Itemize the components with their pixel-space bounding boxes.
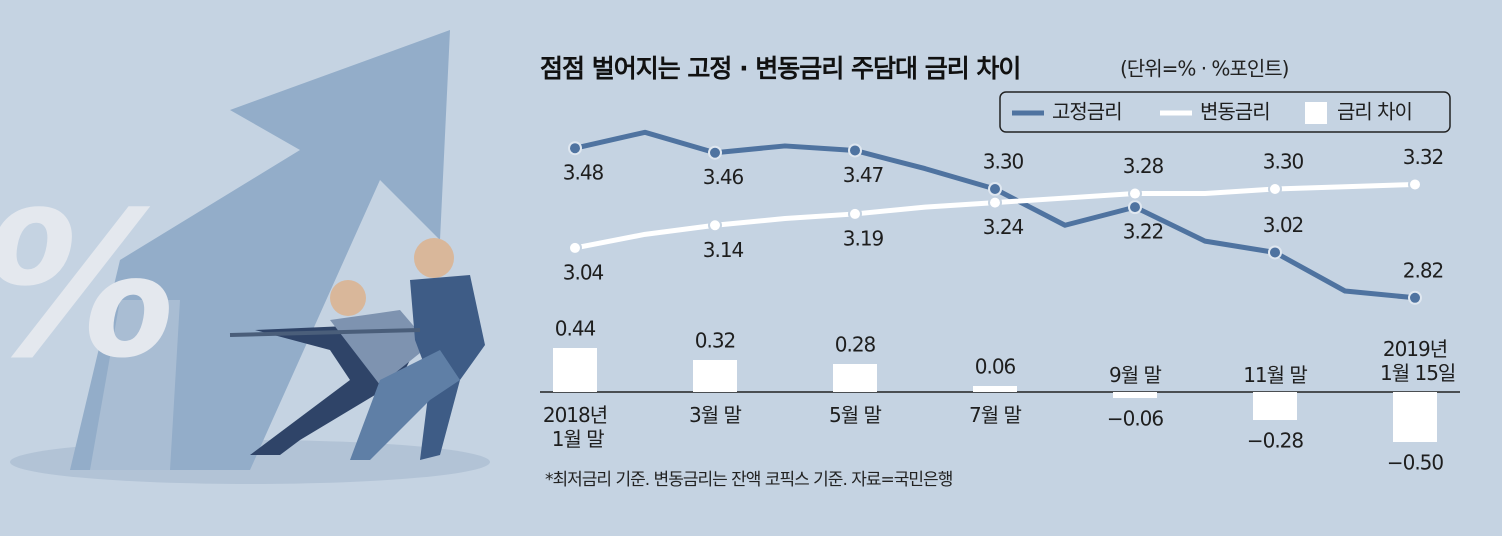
point <box>708 145 722 160</box>
x-tick-label: 2018년 1월 말 <box>543 403 607 451</box>
bar <box>1393 392 1437 442</box>
point-label: 3.30 <box>983 150 1024 174</box>
x-tick-label: 7월 말 <box>969 403 1021 427</box>
bar-label: −0.28 <box>1247 429 1304 453</box>
point-label: 3.47 <box>843 163 884 187</box>
point <box>1408 177 1422 192</box>
point-label: 3.48 <box>563 161 604 185</box>
point-label: 2.82 <box>1403 258 1444 282</box>
point <box>988 195 1002 210</box>
bar-label: −0.06 <box>1107 407 1164 431</box>
x-tick-label: 5월 말 <box>829 403 881 427</box>
point-label: 3.30 <box>1263 150 1304 174</box>
bar-label: −0.50 <box>1387 451 1444 475</box>
illustration: % <box>0 30 490 484</box>
bar-label: 0.44 <box>555 317 596 341</box>
point-label: 3.22 <box>1123 220 1164 244</box>
point-label: 3.32 <box>1403 145 1444 169</box>
point <box>708 218 722 233</box>
bar-label: 0.28 <box>835 333 876 357</box>
x-tick-label: 2019년 1월 15일 <box>1375 337 1456 385</box>
legend-label: 고정금리 <box>1052 100 1122 124</box>
x-tick-label: 9월 말 <box>1109 363 1161 387</box>
point <box>848 206 862 221</box>
point-label: 3.24 <box>983 215 1024 239</box>
footnote: *최저금리 기준. 변동금리는 잔액 코픽스 기준. 자료=국민은행 <box>545 470 952 490</box>
point <box>568 141 582 156</box>
legend-swatch <box>1305 102 1327 124</box>
legend-box <box>999 91 1451 133</box>
bar <box>833 364 877 392</box>
point <box>1128 186 1142 201</box>
bar-label: 0.32 <box>695 329 736 353</box>
chart-title: 점점 벌어지는 고정 · 변동금리 주담대 금리 차이 <box>540 54 1020 83</box>
chart-subtitle: (단위=% · %포인트) <box>1120 57 1289 81</box>
point <box>1128 200 1142 215</box>
point <box>988 182 1002 196</box>
point-label: 3.28 <box>1123 154 1164 178</box>
point-label: 3.14 <box>703 238 744 262</box>
legend-label: 금리 차이 <box>1337 100 1412 124</box>
x-tick-label: 3월 말 <box>689 403 741 427</box>
x-tick-label: 11월 말 <box>1243 363 1307 387</box>
legend-label: 변동금리 <box>1200 100 1270 124</box>
point <box>568 240 582 255</box>
point <box>848 143 862 158</box>
bar <box>693 360 737 392</box>
point <box>1268 245 1282 260</box>
bar <box>553 348 597 392</box>
bar <box>1113 392 1157 398</box>
point <box>1268 182 1282 196</box>
point-label: 3.19 <box>843 226 884 250</box>
bar <box>1253 392 1297 420</box>
bar <box>973 386 1017 392</box>
point-label: 3.46 <box>703 165 744 189</box>
point-label: 3.02 <box>1263 213 1304 237</box>
bar-label: 0.06 <box>975 355 1016 379</box>
point-label: 3.04 <box>563 260 604 284</box>
point <box>1408 290 1422 305</box>
